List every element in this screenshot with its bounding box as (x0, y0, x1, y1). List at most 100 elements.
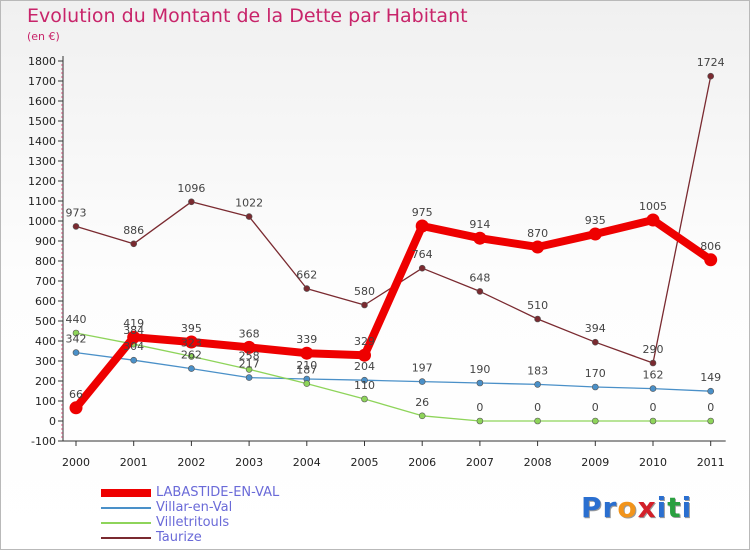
y-tick-label: 1800 (28, 55, 56, 68)
data-label: 975 (412, 206, 433, 219)
data-point (476, 288, 484, 295)
data-label: 323 (181, 336, 202, 349)
data-label: 806 (700, 240, 721, 253)
data-label: 26 (415, 396, 429, 409)
data-labels-layer: 9738861096102266258076464851039429017243… (66, 56, 725, 414)
logo-letter: x (637, 491, 657, 524)
axes: -100010020030040050060070080090010001100… (28, 55, 726, 469)
logo-letter: P (581, 491, 603, 524)
data-label: 0 (707, 401, 714, 414)
data-label: 510 (527, 299, 548, 312)
chart-subtitle: (en €) (27, 30, 60, 43)
data-label: 384 (123, 324, 144, 337)
legend-label: Villetritouls (156, 515, 230, 530)
data-point (72, 349, 80, 356)
data-label: 187 (296, 364, 317, 377)
data-point (649, 359, 657, 367)
data-point (591, 383, 599, 391)
data-point (303, 380, 311, 387)
data-label: 0 (476, 401, 483, 414)
data-point (245, 374, 253, 381)
data-point (418, 378, 426, 385)
data-point (534, 417, 541, 425)
y-tick-label: 900 (35, 235, 56, 248)
data-point (591, 338, 599, 346)
data-point (707, 387, 715, 395)
data-label: 339 (296, 333, 317, 346)
data-label: 170 (585, 367, 606, 380)
data-label: 870 (527, 227, 548, 240)
data-label: 183 (527, 364, 548, 377)
data-point (300, 346, 314, 360)
y-tick-label: 1300 (28, 155, 56, 168)
data-label: 149 (700, 371, 721, 384)
y-tick-label: 700 (35, 275, 56, 288)
data-point (361, 376, 368, 384)
data-point (646, 213, 660, 227)
legend-swatch (101, 536, 151, 539)
legend-label: Taurize (156, 530, 202, 545)
data-point (588, 227, 602, 241)
logo-letter: i (656, 491, 668, 524)
data-point (127, 330, 141, 344)
series-layer (69, 72, 718, 425)
logo-letter: r (602, 491, 618, 524)
series-line (75, 332, 712, 422)
legend: LABASTIDE-EN-VAL Villar-en-Val Villetrit… (101, 485, 401, 545)
data-point (534, 315, 541, 323)
y-tick-label: 1100 (28, 195, 56, 208)
data-point (415, 219, 429, 233)
x-tick-label: 2004 (293, 456, 321, 469)
y-tick-label: 1000 (28, 215, 56, 228)
series-line (75, 351, 712, 392)
data-label: 394 (585, 322, 606, 335)
x-tick-label: 2000 (62, 456, 90, 469)
x-tick-label: 2009 (581, 456, 609, 469)
data-point (72, 329, 80, 337)
data-label: 662 (296, 269, 317, 282)
y-tick-label: 0 (49, 415, 56, 428)
y-tick-label: 1200 (28, 175, 56, 188)
legend-swatch (101, 488, 151, 497)
y-tick-label: 1700 (28, 75, 56, 88)
data-point (303, 285, 311, 292)
data-label: 914 (469, 218, 490, 231)
proxiti-logo: Proxiti (581, 491, 692, 524)
data-point (649, 417, 657, 425)
series-line (75, 75, 712, 364)
y-tick-label: 600 (35, 295, 56, 308)
y-tick-label: 100 (35, 395, 56, 408)
data-label: 886 (123, 224, 144, 237)
data-point (476, 417, 484, 425)
y-tick-label: 500 (35, 315, 56, 328)
x-tick-label: 2005 (351, 456, 379, 469)
chart-title: Evolution du Montant de la Dette par Hab… (27, 5, 468, 27)
data-point (72, 223, 80, 230)
y-tick-label: -100 (31, 435, 56, 448)
data-label: 190 (469, 363, 490, 376)
legend-item-villetritouls: Villetritouls (101, 515, 401, 530)
data-point (534, 381, 541, 388)
legend-label: Villar-en-Val (156, 500, 233, 515)
data-label: 395 (181, 322, 202, 335)
y-tick-label: 800 (35, 255, 56, 268)
data-point (184, 335, 198, 349)
data-point (531, 240, 545, 254)
data-label: 0 (534, 401, 541, 414)
y-tick-label: 300 (35, 355, 56, 368)
data-label: 197 (412, 362, 433, 375)
data-point (188, 353, 195, 360)
legend-item-villar: Villar-en-Val (101, 500, 401, 515)
data-point (418, 412, 426, 420)
y-tick-label: 200 (35, 375, 56, 388)
data-point (707, 72, 715, 80)
data-point (476, 379, 484, 387)
data-point (473, 231, 487, 245)
legend-item-labastide: LABASTIDE-EN-VAL (101, 485, 401, 500)
data-label: 290 (643, 343, 664, 356)
data-label: 1096 (177, 182, 205, 195)
logo-letter: i (681, 491, 693, 524)
data-point (242, 340, 256, 354)
data-point (361, 301, 368, 309)
